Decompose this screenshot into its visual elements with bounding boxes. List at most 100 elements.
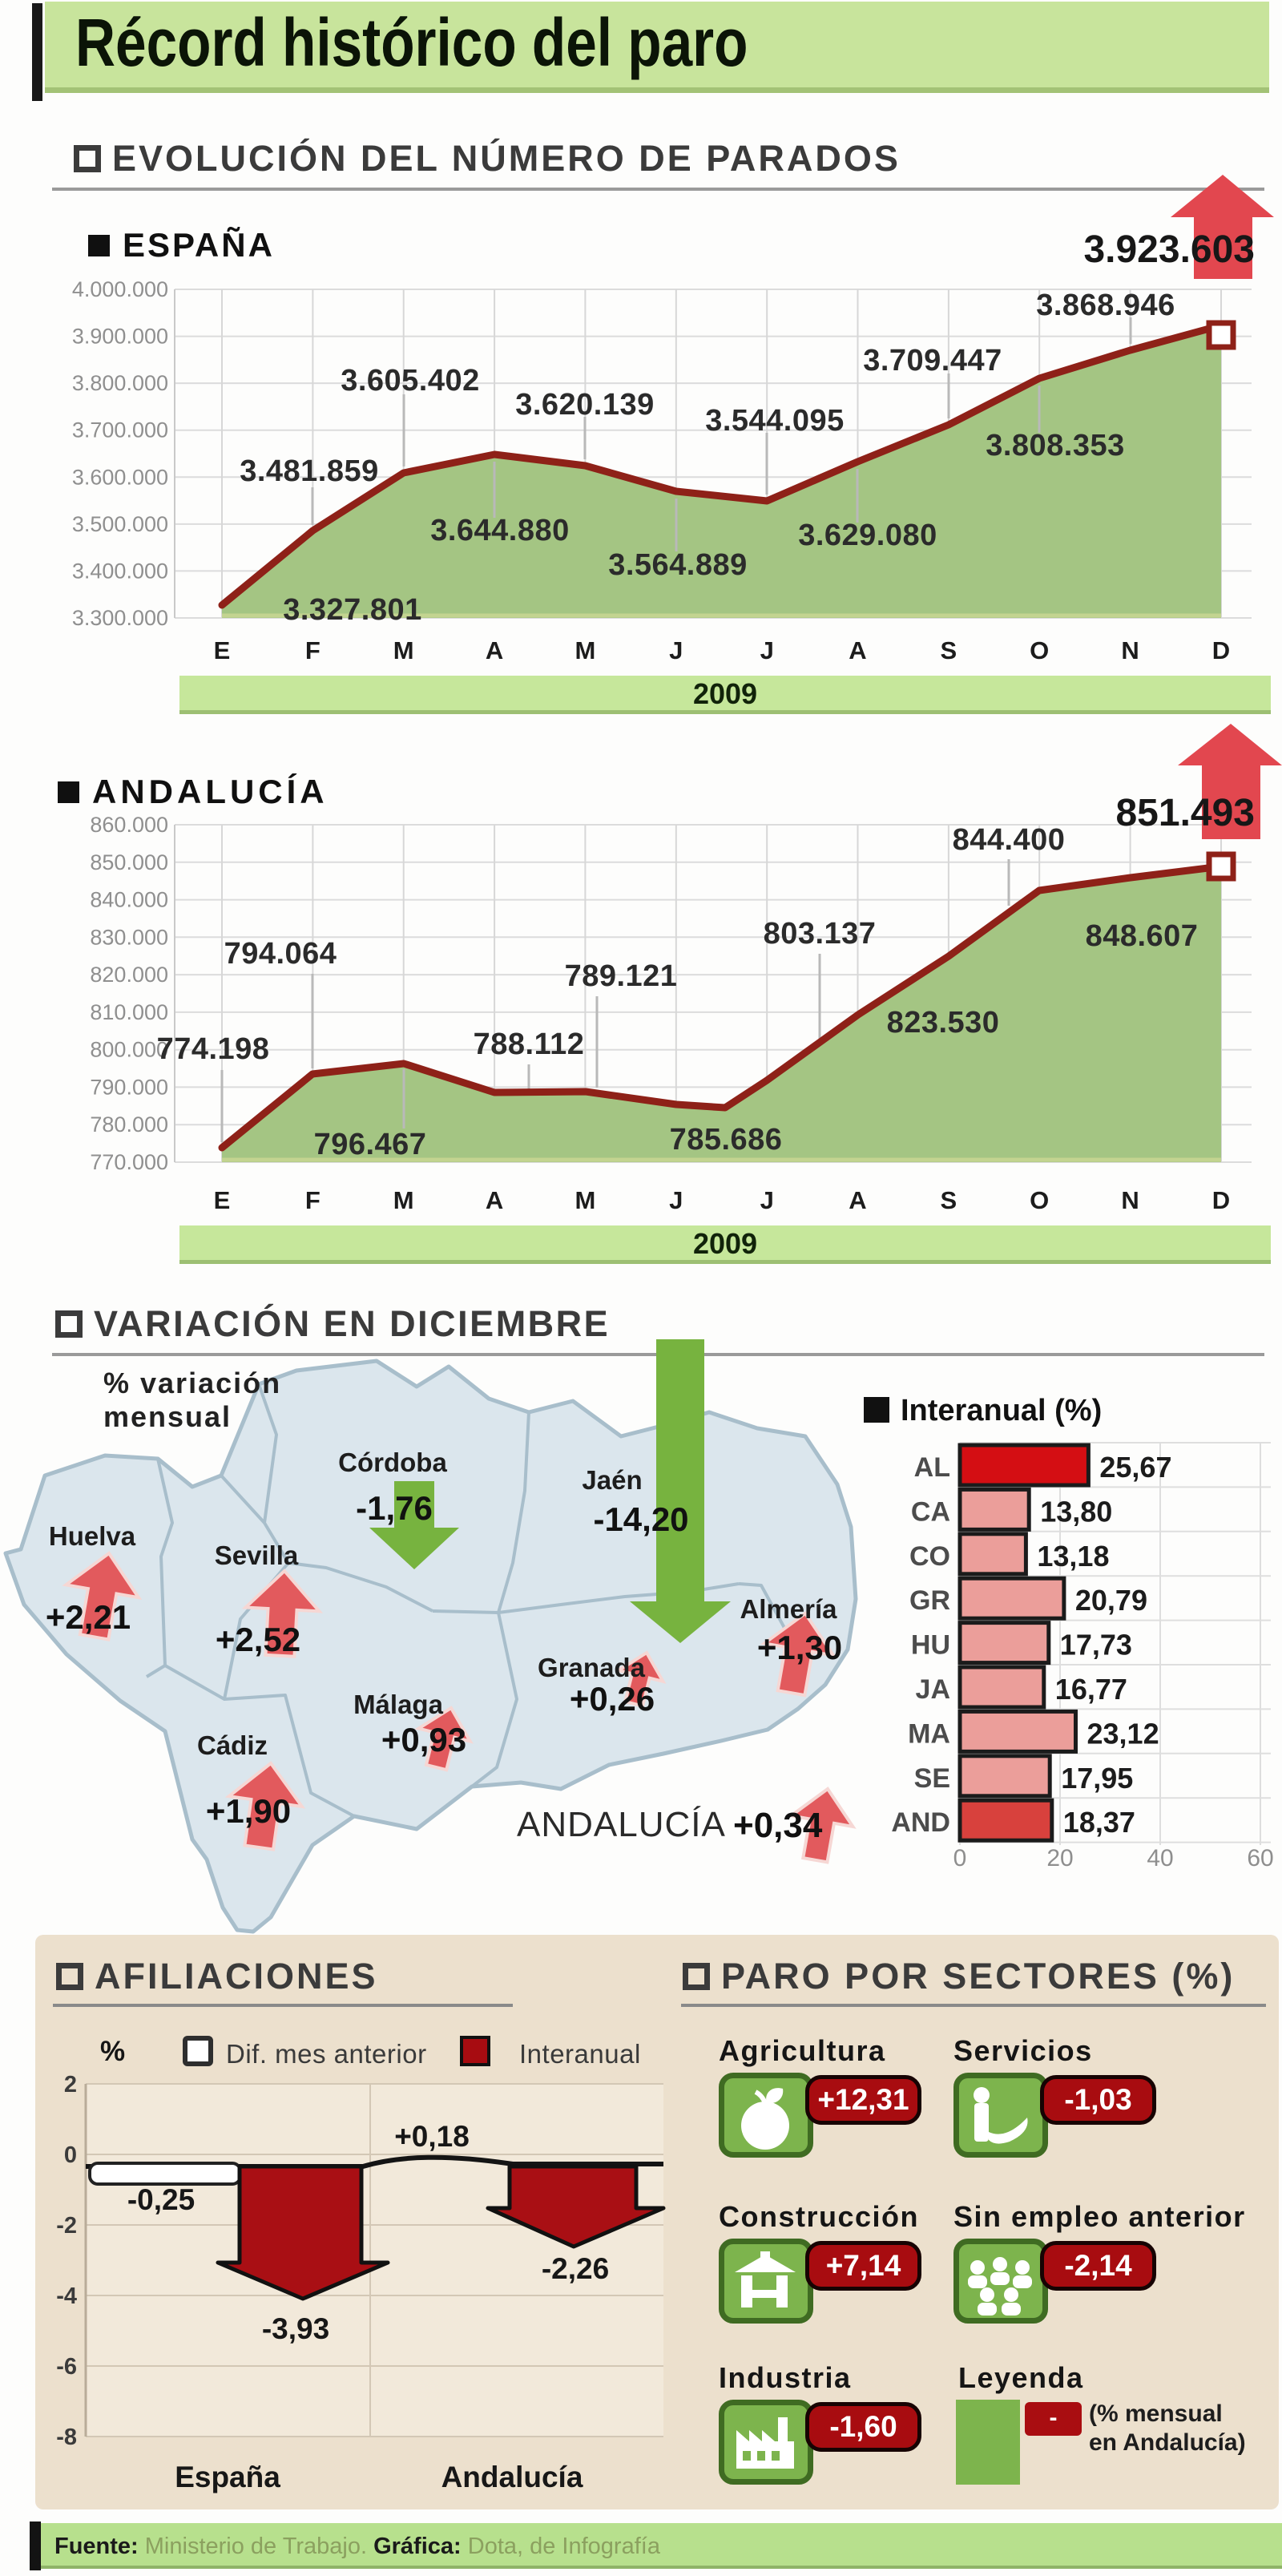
svg-text:O: O bbox=[1030, 1186, 1049, 1214]
svg-text:MA: MA bbox=[908, 1718, 950, 1749]
svg-text:3.900.000: 3.900.000 bbox=[72, 325, 168, 349]
svg-text:N: N bbox=[1121, 1186, 1139, 1214]
svg-text:3.620.139: 3.620.139 bbox=[515, 388, 655, 422]
svg-text:780.000: 780.000 bbox=[90, 1112, 168, 1137]
svg-text:25,67: 25,67 bbox=[1099, 1451, 1171, 1484]
svg-text:M: M bbox=[574, 636, 595, 664]
svg-text:-1,76: -1,76 bbox=[356, 1489, 433, 1527]
svg-text:796.467: 796.467 bbox=[314, 1128, 427, 1161]
svg-text:17,95: 17,95 bbox=[1061, 1762, 1133, 1795]
svg-text:16,77: 16,77 bbox=[1055, 1673, 1127, 1706]
svg-text:810.000: 810.000 bbox=[90, 1000, 168, 1024]
svg-text:A: A bbox=[849, 1186, 866, 1214]
svg-text:3.800.000: 3.800.000 bbox=[72, 371, 168, 395]
svg-text:+0,26: +0,26 bbox=[570, 1680, 655, 1718]
svg-text:-4: -4 bbox=[56, 2283, 77, 2309]
svg-text:851.493: 851.493 bbox=[1115, 792, 1255, 834]
svg-text:-8: -8 bbox=[56, 2425, 77, 2450]
svg-text:GR: GR bbox=[909, 1585, 950, 1616]
svg-text:ANDALUCÍA: ANDALUCÍA bbox=[517, 1805, 726, 1844]
svg-text:+2,21: +2,21 bbox=[46, 1598, 131, 1636]
svg-text:823.530: 823.530 bbox=[887, 1006, 1000, 1040]
svg-text:mensual: mensual bbox=[103, 1400, 232, 1433]
svg-text:3.600.000: 3.600.000 bbox=[72, 465, 168, 489]
svg-text:4.000.000: 4.000.000 bbox=[72, 277, 168, 301]
svg-text:0: 0 bbox=[953, 1845, 967, 1871]
svg-text:JA: JA bbox=[916, 1674, 950, 1705]
svg-text:840.000: 840.000 bbox=[90, 888, 168, 912]
svg-text:M: M bbox=[574, 1186, 595, 1214]
svg-text:23,12: 23,12 bbox=[1087, 1717, 1159, 1750]
svg-text:-14,20: -14,20 bbox=[593, 1500, 688, 1538]
svg-text:+0,34: +0,34 bbox=[733, 1806, 823, 1845]
svg-text:E: E bbox=[214, 1186, 231, 1214]
svg-text:0: 0 bbox=[64, 2142, 77, 2168]
svg-text:850.000: 850.000 bbox=[90, 850, 168, 874]
svg-text:Huelva: Huelva bbox=[49, 1521, 136, 1551]
svg-text:3.644.880: 3.644.880 bbox=[430, 514, 570, 547]
svg-text:789.121: 789.121 bbox=[565, 959, 678, 993]
svg-text:HU: HU bbox=[911, 1630, 950, 1661]
svg-text:3.709.447: 3.709.447 bbox=[863, 344, 1002, 378]
svg-text:3.400.000: 3.400.000 bbox=[72, 559, 168, 583]
svg-text:18,37: 18,37 bbox=[1063, 1806, 1135, 1839]
svg-text:860.000: 860.000 bbox=[90, 813, 168, 837]
svg-text:M: M bbox=[393, 636, 414, 664]
svg-text:España: España bbox=[175, 2461, 280, 2493]
svg-text:3.808.353: 3.808.353 bbox=[986, 429, 1125, 462]
svg-text:40: 40 bbox=[1147, 1845, 1173, 1871]
svg-text:+0,93: +0,93 bbox=[381, 1721, 466, 1758]
svg-text:J: J bbox=[669, 636, 683, 664]
svg-text:O: O bbox=[1030, 636, 1049, 664]
svg-text:3.300.000: 3.300.000 bbox=[72, 606, 168, 630]
svg-text:3.629.080: 3.629.080 bbox=[798, 519, 937, 552]
svg-text:AL: AL bbox=[914, 1452, 950, 1483]
svg-text:60: 60 bbox=[1247, 1845, 1273, 1871]
svg-text:3.923.603: 3.923.603 bbox=[1083, 228, 1255, 271]
svg-text:20: 20 bbox=[1046, 1845, 1073, 1871]
svg-text:% variación: % variación bbox=[103, 1367, 281, 1399]
svg-text:830.000: 830.000 bbox=[90, 925, 168, 949]
svg-text:Sevilla: Sevilla bbox=[215, 1540, 299, 1570]
svg-text:3.481.859: 3.481.859 bbox=[240, 454, 379, 488]
svg-text:F: F bbox=[305, 1186, 320, 1214]
svg-text:3.500.000: 3.500.000 bbox=[72, 512, 168, 536]
svg-text:AND: AND bbox=[891, 1807, 950, 1838]
svg-text:17,73: 17,73 bbox=[1060, 1629, 1132, 1661]
svg-text:S: S bbox=[941, 636, 957, 664]
svg-text:A: A bbox=[486, 636, 503, 664]
svg-text:E: E bbox=[214, 636, 231, 664]
svg-text:794.064: 794.064 bbox=[224, 937, 337, 971]
svg-text:Cádiz: Cádiz bbox=[197, 1730, 268, 1760]
svg-text:+1,30: +1,30 bbox=[757, 1629, 842, 1666]
svg-text:Almería: Almería bbox=[740, 1594, 837, 1624]
svg-text:790.000: 790.000 bbox=[90, 1075, 168, 1099]
svg-text:M: M bbox=[393, 1186, 414, 1214]
svg-text:-3,93: -3,93 bbox=[262, 2312, 329, 2345]
svg-text:F: F bbox=[305, 636, 320, 664]
svg-text:Jaén: Jaén bbox=[582, 1465, 642, 1495]
svg-text:-2,26: -2,26 bbox=[542, 2252, 609, 2285]
svg-text:-6: -6 bbox=[56, 2354, 77, 2380]
svg-text:CO: CO bbox=[909, 1541, 950, 1572]
svg-text:13,18: 13,18 bbox=[1037, 1540, 1109, 1573]
svg-text:Interanual (%): Interanual (%) bbox=[901, 1394, 1102, 1427]
svg-text:3.327.801: 3.327.801 bbox=[283, 593, 422, 627]
svg-text:SE: SE bbox=[914, 1763, 950, 1794]
svg-text:N: N bbox=[1121, 636, 1139, 664]
svg-text:J: J bbox=[669, 1186, 683, 1214]
svg-text:3.564.889: 3.564.889 bbox=[608, 548, 748, 582]
svg-text:A: A bbox=[486, 1186, 503, 1214]
svg-text:770.000: 770.000 bbox=[90, 1150, 168, 1174]
svg-text:J: J bbox=[760, 636, 774, 664]
svg-text:D: D bbox=[1212, 1186, 1230, 1214]
svg-text:803.137: 803.137 bbox=[764, 917, 877, 951]
svg-text:774.198: 774.198 bbox=[157, 1032, 270, 1066]
svg-text:Andalucía: Andalucía bbox=[441, 2461, 583, 2493]
svg-text:3.868.946: 3.868.946 bbox=[1036, 289, 1175, 322]
svg-text:A: A bbox=[849, 636, 866, 664]
svg-text:+2,52: +2,52 bbox=[216, 1621, 300, 1658]
svg-text:S: S bbox=[941, 1186, 957, 1214]
svg-text:Málaga: Málaga bbox=[353, 1690, 444, 1719]
svg-text:CA: CA bbox=[911, 1496, 950, 1527]
